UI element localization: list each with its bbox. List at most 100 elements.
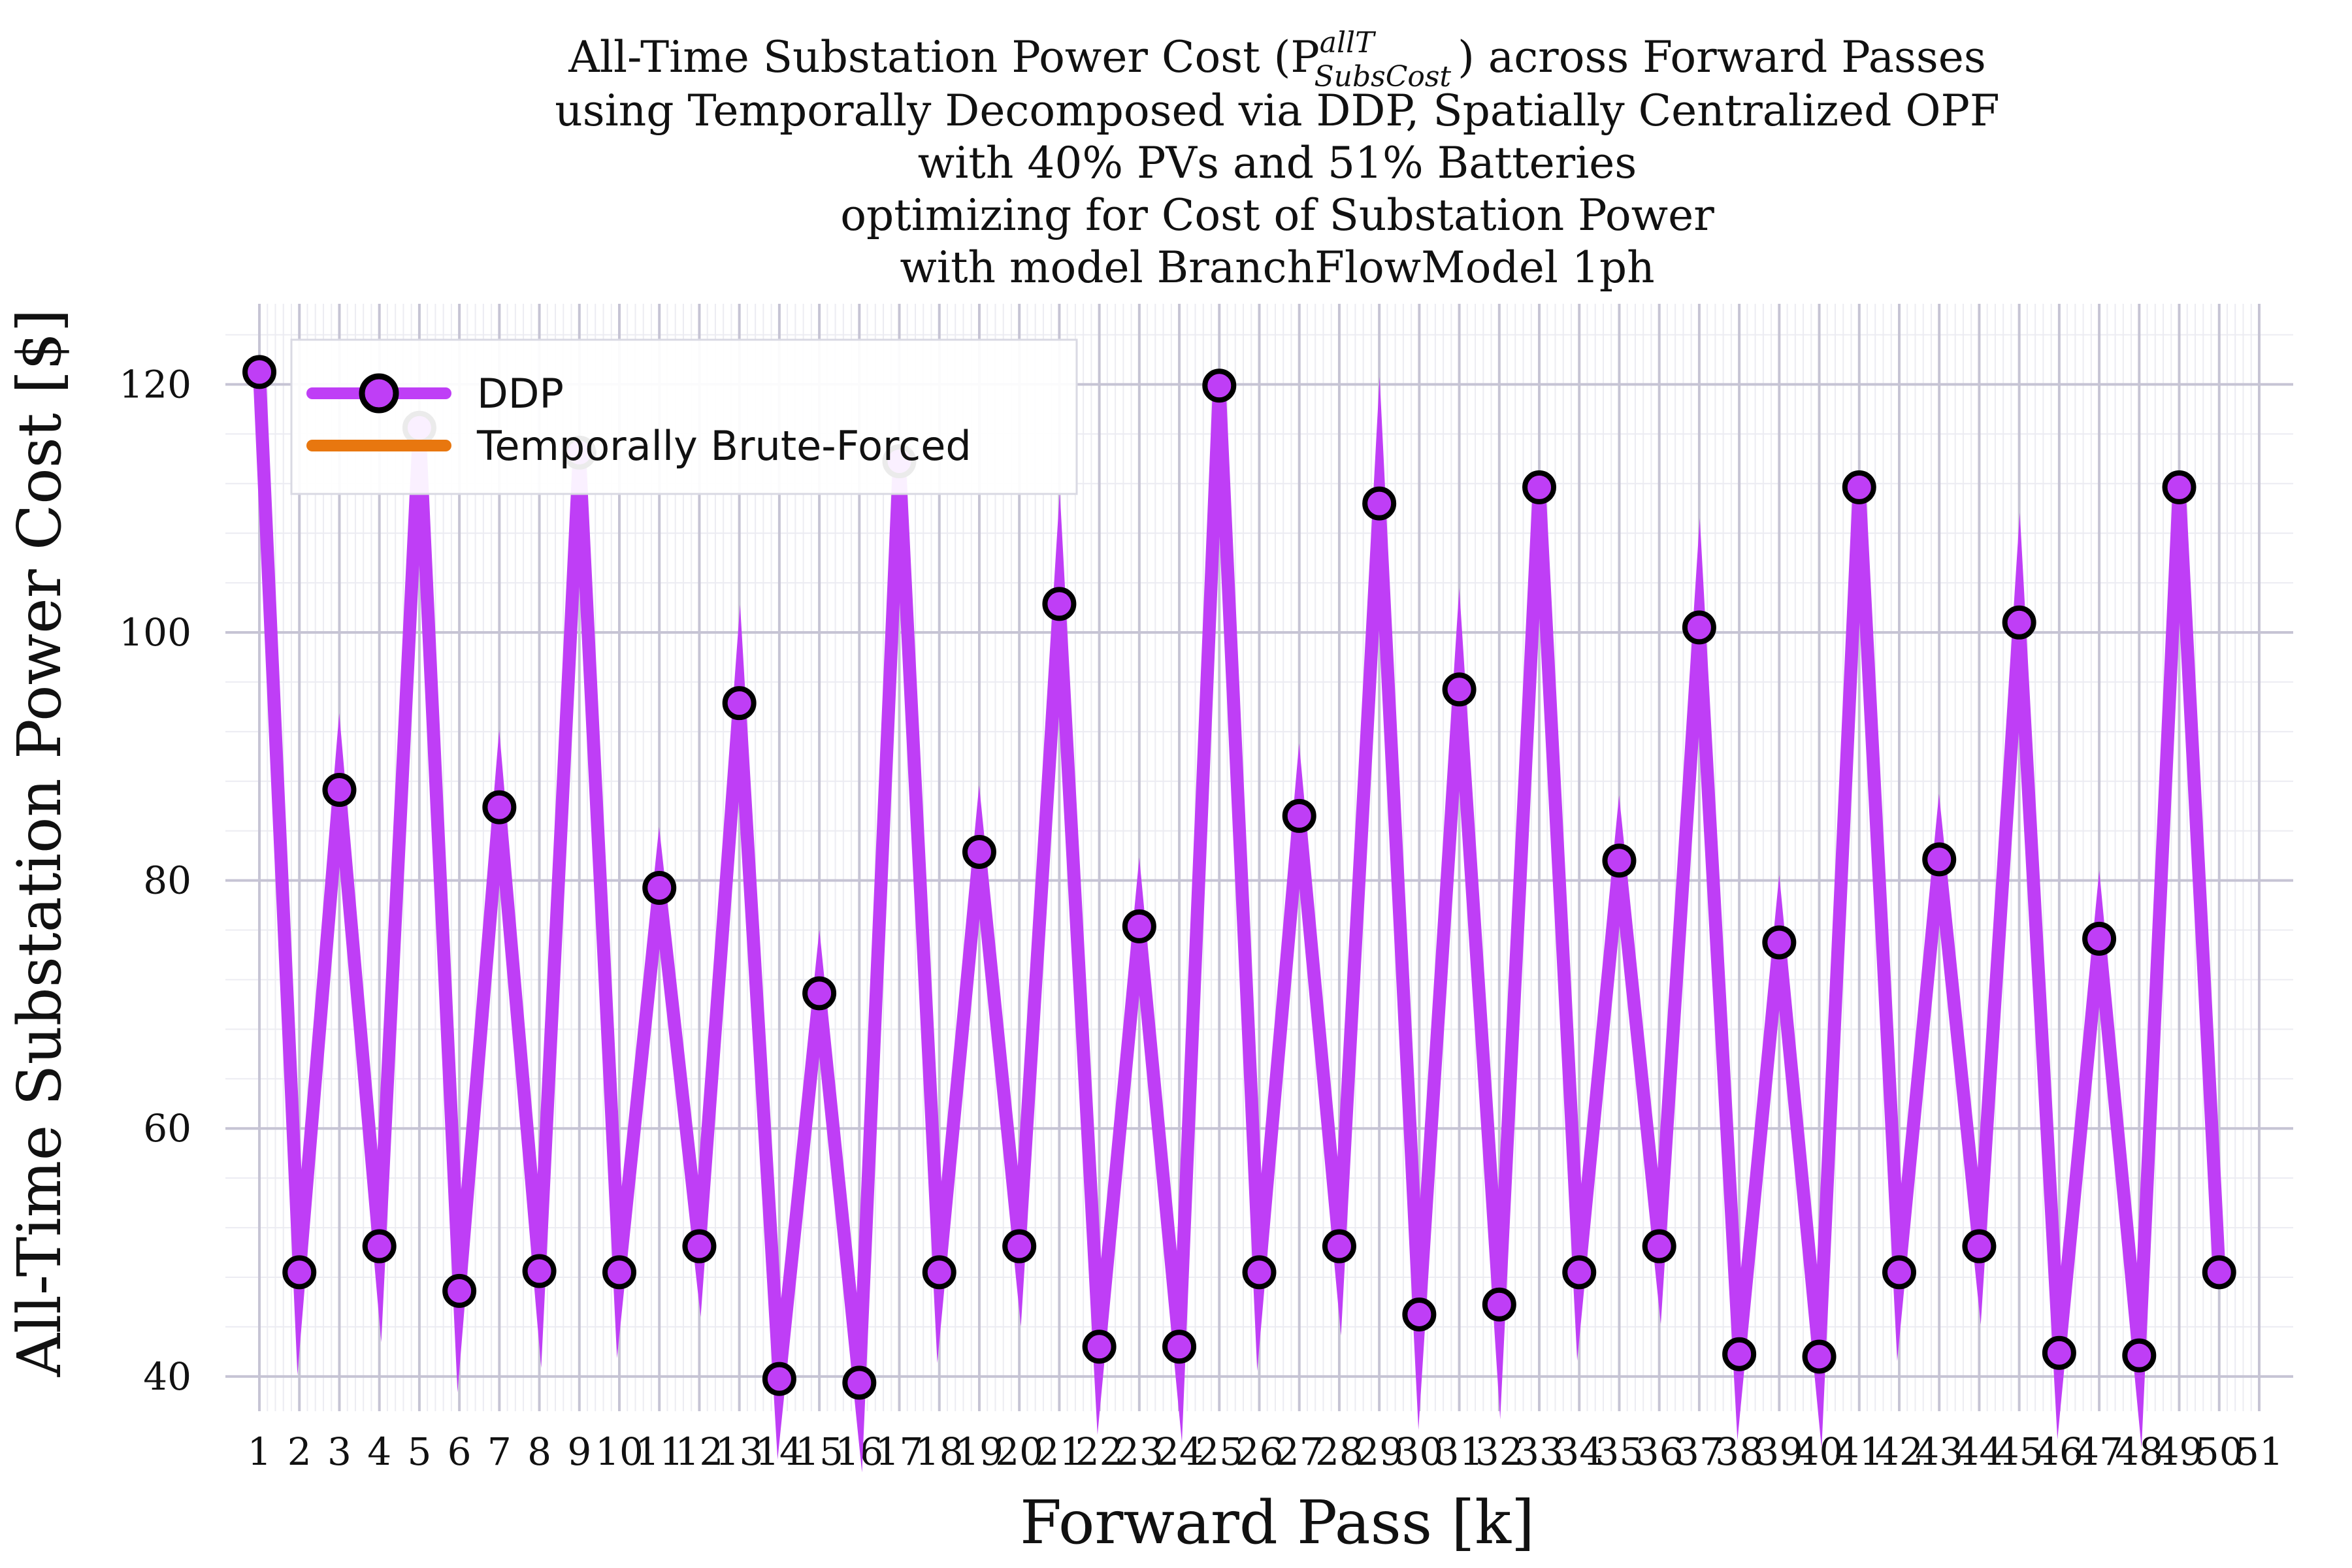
y-tick-label: 40 — [143, 1354, 191, 1399]
data-point — [602, 1255, 637, 1290]
data-point — [842, 1365, 877, 1400]
x-tick-label: 41 — [1835, 1429, 1884, 1474]
data-point — [1282, 798, 1316, 833]
x-tick-label: 27 — [1275, 1429, 1324, 1474]
data-point — [1682, 610, 1716, 645]
data-point — [1962, 1229, 1997, 1264]
data-point — [2202, 1255, 2236, 1290]
x-tick-label: 22 — [1075, 1429, 1124, 1474]
x-tick-label: 8 — [527, 1429, 551, 1474]
legend-label-brute-forced: Temporally Brute-Forced — [476, 422, 972, 470]
x-tick-label: 1 — [248, 1429, 272, 1474]
x-axis-label: Forward Pass [k] — [1020, 1488, 1535, 1558]
x-tick-label: 28 — [1315, 1429, 1364, 1474]
x-tick-label: 30 — [1395, 1429, 1443, 1474]
x-tick-label: 38 — [1715, 1429, 1763, 1474]
title-line-1: All-Time Substation Power Cost (PallT Sub… — [568, 26, 1985, 93]
data-point — [1762, 925, 1797, 960]
x-axis-ticks: 1 2 3 4 5 6 7 8 9 1011121314151617181920212223242… — [248, 1429, 2283, 1474]
data-point — [242, 355, 277, 389]
data-point — [2042, 1335, 2076, 1370]
legend: DDP Temporally Brute-Forced — [290, 338, 1078, 495]
chart-title: All-Time Substation Power Cost (PallT Sub… — [555, 26, 1999, 293]
y-tick-label: 100 — [119, 610, 191, 655]
x-tick-label: 18 — [915, 1429, 964, 1474]
data-point — [1362, 486, 1397, 521]
data-point — [1802, 1339, 1837, 1374]
data-point — [762, 1362, 796, 1396]
data-point — [482, 790, 517, 825]
data-point — [1562, 1255, 1597, 1290]
x-tick-label: 45 — [1995, 1429, 2044, 1474]
data-point — [802, 976, 837, 1011]
x-tick-label: 3 — [327, 1429, 351, 1474]
data-point — [1322, 1229, 1356, 1264]
data-point — [1922, 842, 1957, 877]
x-tick-label: 17 — [875, 1429, 924, 1474]
series-layer — [242, 355, 2236, 1473]
x-tick-label: 46 — [2035, 1429, 2083, 1474]
x-tick-label: 23 — [1115, 1429, 1164, 1474]
data-point — [322, 773, 357, 808]
data-point — [722, 686, 757, 721]
x-tick-label: 4 — [367, 1429, 391, 1474]
data-point — [682, 1229, 717, 1264]
series-line-0 — [253, 371, 2226, 1473]
x-tick-label: 29 — [1355, 1429, 1403, 1474]
data-point — [2082, 921, 2117, 956]
title-symbol-superscript: allT — [1320, 26, 1377, 59]
data-point — [2002, 605, 2036, 640]
x-tick-label: 15 — [795, 1429, 843, 1474]
data-point — [1242, 1255, 1277, 1290]
x-tick-label: 9 — [567, 1429, 591, 1474]
y-tick-label: 120 — [119, 362, 191, 406]
x-tick-label: 10 — [595, 1429, 644, 1474]
x-tick-label: 25 — [1195, 1429, 1243, 1474]
data-point — [1042, 587, 1077, 621]
data-point — [1522, 470, 1557, 504]
x-tick-label: 2 — [287, 1429, 312, 1474]
data-point — [522, 1254, 557, 1288]
x-tick-label: 12 — [676, 1429, 724, 1474]
x-tick-label: 33 — [1515, 1429, 1563, 1474]
data-point — [1162, 1330, 1197, 1364]
data-point — [282, 1255, 317, 1290]
x-tick-label: 32 — [1475, 1429, 1524, 1474]
data-point — [2122, 1338, 2157, 1373]
x-tick-label: 24 — [1155, 1429, 1203, 1474]
x-tick-label: 43 — [1915, 1429, 1963, 1474]
data-point — [1202, 368, 1237, 403]
x-tick-label: 34 — [1555, 1429, 1603, 1474]
data-point — [1842, 470, 1876, 504]
data-point — [1402, 1297, 1437, 1331]
x-tick-label: 7 — [487, 1429, 512, 1474]
data-point — [1482, 1287, 1516, 1322]
title-line-3: with 40% PVs and 51% Batteries — [918, 138, 1637, 188]
data-point — [2162, 470, 2197, 504]
data-point — [642, 871, 677, 906]
data-point — [1442, 672, 1477, 707]
y-tick-label: 80 — [143, 858, 191, 903]
title-line-1-suffix: ) across Forward Passes — [1458, 32, 1986, 82]
title-symbol-subscript: SubsCost — [1314, 60, 1451, 93]
title-line-2: using Temporally Decomposed via DDP, Spa… — [555, 86, 1999, 136]
data-point — [922, 1255, 956, 1290]
title-line-4: optimizing for Cost of Substation Power — [840, 190, 1714, 240]
x-tick-label: 36 — [1635, 1429, 1684, 1474]
y-tick-label: 60 — [143, 1106, 191, 1151]
legend-label-ddp: DDP — [477, 370, 564, 417]
data-point — [1122, 909, 1156, 943]
data-point — [1882, 1255, 1916, 1290]
data-point — [1722, 1337, 1757, 1371]
x-tick-label: 11 — [635, 1429, 683, 1474]
x-tick-label: 35 — [1595, 1429, 1644, 1474]
x-tick-label: 40 — [1795, 1429, 1844, 1474]
x-tick-label: 47 — [2075, 1429, 2123, 1474]
x-tick-label: 5 — [407, 1429, 431, 1474]
x-tick-label: 44 — [1955, 1429, 2004, 1474]
data-point — [1642, 1229, 1676, 1264]
legend-box — [290, 338, 1078, 495]
x-tick-label: 37 — [1675, 1429, 1723, 1474]
x-tick-label: 13 — [715, 1429, 764, 1474]
